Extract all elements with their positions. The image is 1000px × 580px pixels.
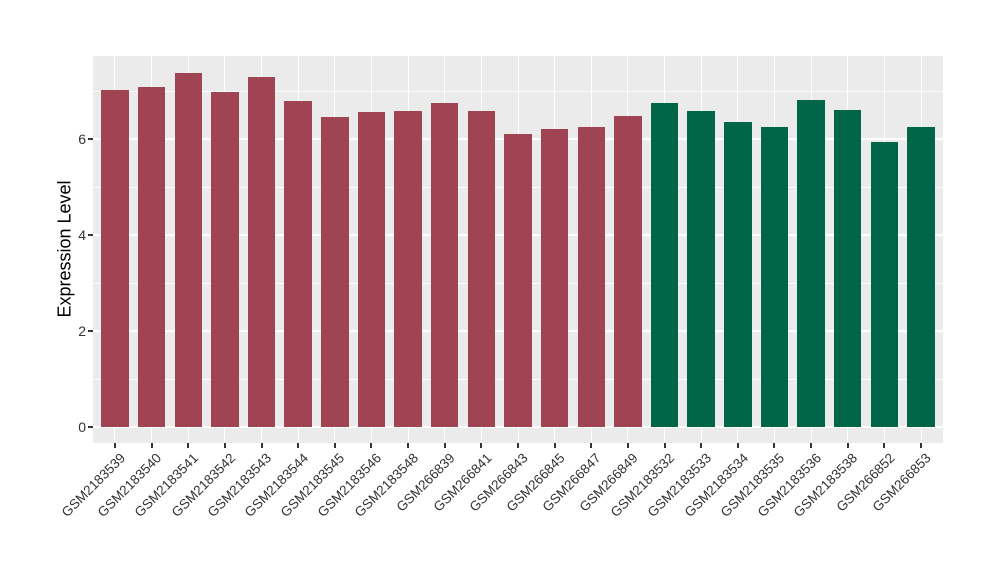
- x-tick-mark: [553, 443, 556, 448]
- x-tick-mark: [480, 443, 483, 448]
- x-tick-mark: [223, 443, 226, 448]
- bar: [247, 76, 276, 427]
- y-tick-label: 2: [78, 323, 86, 339]
- x-tick-mark: [407, 443, 410, 448]
- y-tick-mark: [88, 330, 93, 332]
- x-tick-mark: [113, 443, 116, 448]
- bar: [430, 103, 459, 427]
- x-tick-mark: [700, 443, 703, 448]
- bar: [687, 110, 715, 427]
- x-tick-mark: [773, 443, 776, 448]
- x-tick-mark: [920, 443, 923, 448]
- y-tick-label: 6: [78, 131, 86, 147]
- bar: [870, 142, 899, 427]
- plot-panel: [93, 56, 943, 443]
- bar: [724, 122, 752, 427]
- bar: [211, 92, 239, 427]
- bar: [614, 115, 642, 427]
- bar: [467, 111, 496, 427]
- bar: [284, 101, 312, 427]
- bar: [357, 112, 386, 427]
- y-tick-mark: [88, 234, 93, 236]
- bar: [760, 126, 789, 427]
- bar: [650, 103, 679, 427]
- bar: [174, 73, 202, 427]
- bar: [137, 87, 166, 427]
- x-tick-mark: [370, 443, 373, 448]
- x-tick-mark: [846, 443, 849, 448]
- bar: [504, 134, 532, 427]
- y-tick-label: 0: [78, 419, 86, 435]
- y-tick-mark: [88, 138, 93, 140]
- y-tick-mark: [88, 426, 93, 428]
- x-tick-mark: [736, 443, 739, 448]
- x-tick-mark: [150, 443, 153, 448]
- x-tick-mark: [260, 443, 263, 448]
- bar: [797, 99, 825, 427]
- bar: [907, 126, 935, 427]
- bar: [321, 116, 349, 427]
- y-tick-label: 4: [78, 227, 86, 243]
- x-tick-mark: [663, 443, 666, 448]
- x-tick-mark: [333, 443, 336, 448]
- y-axis-title: Expression Level: [54, 180, 75, 318]
- bar: [101, 90, 129, 427]
- bar: [540, 128, 569, 427]
- x-tick-mark: [443, 443, 446, 448]
- x-tick-mark: [590, 443, 593, 448]
- bar: [833, 109, 862, 427]
- bar: [394, 111, 422, 427]
- x-tick-mark: [626, 443, 629, 448]
- bar: [577, 127, 606, 427]
- x-tick-mark: [517, 443, 519, 448]
- x-tick-mark: [297, 443, 300, 448]
- x-tick-mark: [187, 443, 190, 448]
- x-tick-mark: [810, 443, 813, 448]
- x-tick-mark: [883, 443, 886, 448]
